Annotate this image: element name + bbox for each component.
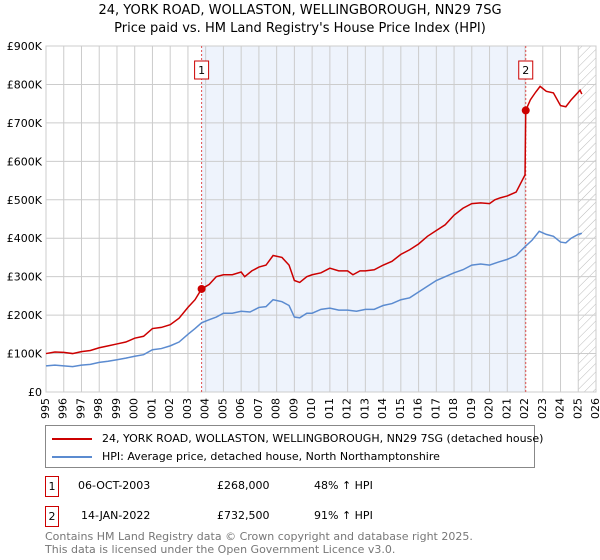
y-tick-label: £900K	[7, 40, 43, 53]
x-tick-label: 2012	[341, 398, 354, 420]
footer: Contains HM Land Registry data © Crown c…	[45, 530, 473, 556]
x-tick-label: 1997	[74, 398, 87, 420]
sale-point	[197, 284, 206, 293]
hpi-line	[45, 230, 583, 368]
footer-licence: This data is licensed under the Open Gov…	[45, 543, 396, 556]
chart-title: 24, YORK ROAD, WOLLASTON, WELLINGBOROUGH…	[98, 3, 502, 18]
x-tick-label: 2020	[483, 398, 496, 420]
x-tick-label: 2001	[145, 398, 158, 420]
x-tick-label: 2005	[216, 398, 229, 420]
price-chart: 1995 1996 1997 1998 1999 2000 2001 2002 2003 2004…	[7, 40, 600, 420]
x-tick-label: 2016	[412, 398, 425, 420]
y-tick-label: £400K	[7, 232, 43, 245]
x-tick-label: 2000	[128, 398, 141, 420]
x-tick-label: 1996	[57, 398, 70, 420]
x-tick-label: 2026	[589, 398, 600, 420]
property-price-line	[45, 85, 583, 355]
legend-swatch-blue	[52, 455, 92, 458]
x-tick-label: 2018	[447, 398, 460, 420]
x-tick-label: 2021	[500, 398, 513, 420]
y-tick-label: £700K	[7, 117, 43, 130]
x-tick-label: 1995	[39, 398, 52, 420]
x-tick-label: 2010	[305, 398, 318, 420]
legend-label: HPI: Average price, detached house, Nort…	[102, 450, 440, 463]
x-tick-label: 2006	[234, 398, 247, 420]
transaction-price: £268,000	[217, 479, 270, 492]
y-tick-label: £500K	[7, 194, 43, 207]
legend-item-hpi: HPI: Average price, detached house, Nort…	[52, 450, 440, 463]
transaction-hpi: 91% ↑ HPI	[314, 509, 373, 522]
legend-label: 24, YORK ROAD, WOLLASTON, WELLINGBOROUGH…	[102, 432, 544, 445]
transaction-number: 2	[45, 506, 59, 527]
marker-label: 1	[198, 64, 205, 77]
x-tick-label: 2025	[571, 398, 584, 420]
marker-label: 2	[522, 64, 529, 77]
x-tick-label: 2015	[394, 398, 407, 420]
y-tick-label: £300K	[7, 271, 43, 284]
legend: 24, YORK ROAD, WOLLASTON, WELLINGBOROUGH…	[45, 425, 543, 468]
x-tick-label: 2022	[518, 398, 531, 420]
legend-swatch-red	[52, 437, 92, 440]
transaction-price: £732,500	[217, 509, 270, 522]
footer-copyright: Contains HM Land Registry data © Crown c…	[45, 530, 473, 543]
x-tick-label: 2013	[358, 398, 371, 420]
x-tick-label: 1999	[110, 398, 123, 420]
sale-point	[521, 106, 530, 115]
y-tick-label: £0	[28, 386, 42, 399]
x-tick-label: 2023	[536, 398, 549, 420]
x-tick-label: 2011	[323, 398, 336, 420]
marker-box	[194, 60, 210, 80]
x-tick-label: 2004	[199, 398, 212, 420]
x-tick-label: 2014	[376, 398, 389, 420]
x-tick-label: 2002	[163, 398, 176, 420]
y-tick-label: £600K	[7, 155, 43, 168]
x-tick-label: 2008	[270, 398, 283, 420]
x-tick-label: 2003	[181, 398, 194, 420]
shaded-period	[201, 46, 526, 392]
y-tick-label: £100K	[7, 348, 43, 361]
y-tick-label: £800K	[7, 78, 43, 91]
legend-item-property: 24, YORK ROAD, WOLLASTON, WELLINGBOROUGH…	[52, 432, 543, 445]
marker-label-box: 2	[518, 60, 534, 80]
forecast-hatch	[578, 46, 596, 392]
x-tick-label: 2009	[287, 398, 300, 420]
x-tick-label: 1998	[92, 398, 105, 420]
x-tick-label: 2017	[429, 398, 442, 420]
x-tick-label: 2024	[554, 398, 567, 420]
transaction-number: 1	[45, 476, 59, 497]
chart-subtitle: Price paid vs. HM Land Registry's House …	[114, 21, 486, 36]
x-tick-label: 2019	[465, 398, 478, 420]
marker-label-box: 1	[194, 60, 210, 80]
x-tick-label: 2007	[252, 398, 265, 420]
transaction-date: 06-OCT-2003	[78, 479, 151, 492]
transaction-date: 14-JAN-2022	[81, 509, 151, 522]
plot-border	[45, 45, 597, 393]
y-tick-label: £200K	[7, 309, 43, 322]
marker-box	[518, 60, 534, 80]
transaction-hpi: 48% ↑ HPI	[314, 479, 373, 492]
